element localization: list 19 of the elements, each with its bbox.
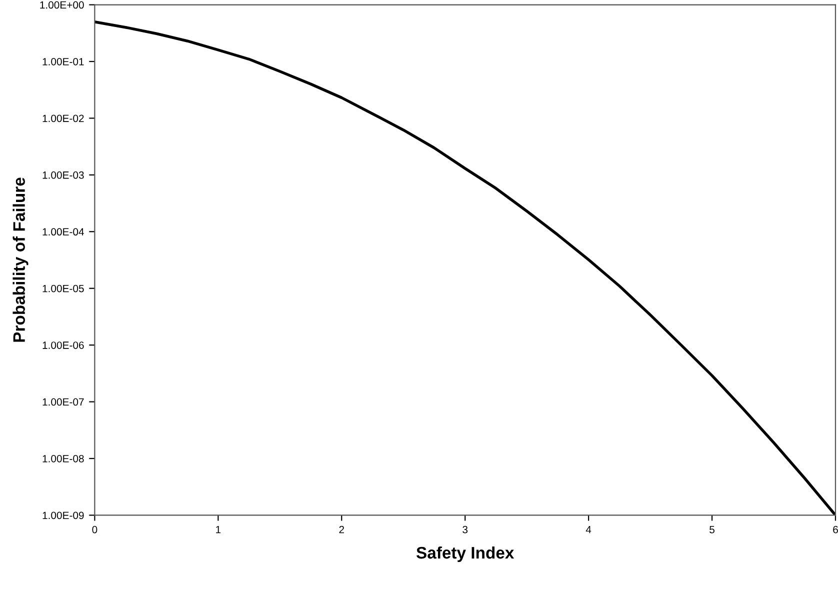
x-tick-label: 5 [710,526,714,534]
y-tick-label: 1.00E-01 [42,58,84,66]
y-tick-label: 1.00E-07 [42,398,84,406]
y-tick-label: 1.00E+00 [40,1,84,9]
y-tick-label: 1.00E-02 [42,114,84,122]
y-axis-title: Probability of Failure [12,178,28,342]
y-tick-label: 1.00E-05 [42,284,84,292]
y-tick-label: 1.00E-08 [42,454,84,462]
x-tick-label: 0 [92,526,98,534]
x-tick-label: 2 [339,526,344,534]
x-axis-title: Safety Index [416,546,514,562]
y-tick-label: 1.00E-03 [42,171,84,179]
y-tick-label: 1.00E-04 [42,228,84,236]
x-tick-label: 1 [216,526,221,534]
x-tick-label: 3 [462,526,468,534]
y-tick-label: 1.00E-09 [42,512,84,520]
y-tick-label: 1.00E-06 [42,342,84,349]
x-tick-label: 6 [833,526,838,534]
x-tick-label: 4 [586,526,592,534]
